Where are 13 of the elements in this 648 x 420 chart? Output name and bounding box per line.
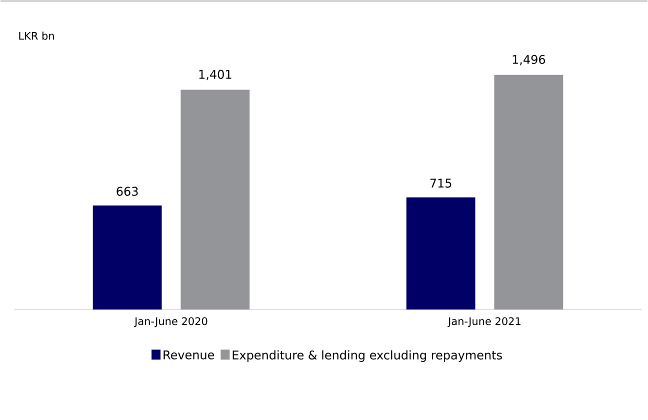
data-label: 715	[430, 178, 452, 188]
legend-label: Expenditure & lending excluding repayments	[232, 350, 502, 362]
data-label: 1,401	[199, 70, 232, 80]
legend-label: Revenue	[164, 350, 214, 360]
x-tick-label: Jan-June 2020	[134, 317, 208, 327]
data-label: 1,496	[512, 54, 546, 66]
bar	[494, 74, 564, 310]
bar	[406, 197, 476, 310]
data-label: 663	[116, 186, 138, 196]
text: LKR bn	[19, 31, 54, 40]
bar	[92, 205, 162, 310]
x-tick-label: Jan-June 2021	[448, 317, 520, 327]
bar	[180, 90, 250, 310]
